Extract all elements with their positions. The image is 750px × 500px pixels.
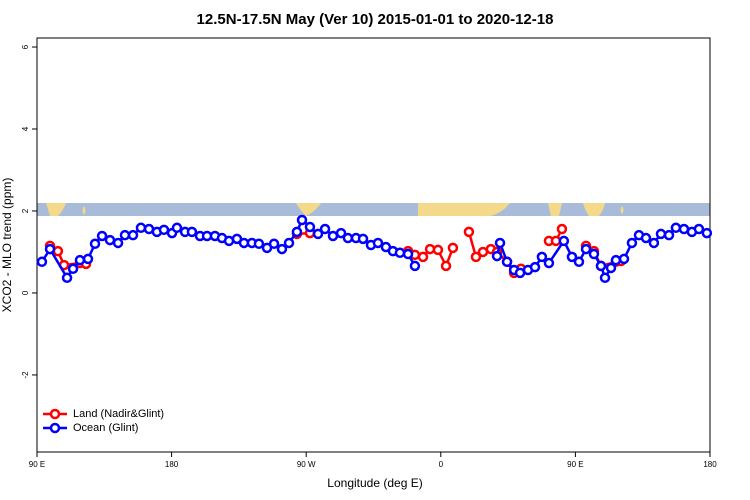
- y-tick-label: 6: [21, 44, 30, 49]
- y-tick-label: -2: [21, 371, 30, 379]
- point: [588, 248, 600, 260]
- legend-label: Land (Nadir&Glint): [73, 408, 164, 420]
- x-tick-label: 90 W: [297, 460, 316, 469]
- point: [693, 223, 705, 235]
- point: [394, 247, 406, 259]
- x-tick-label: 180: [165, 460, 179, 469]
- point: [494, 237, 506, 249]
- map-strip: [37, 203, 710, 216]
- x-tick-label: 90 E: [567, 460, 583, 469]
- point: [610, 254, 622, 266]
- x-tick-label: 180: [703, 460, 717, 469]
- plot-frame: [36, 37, 711, 453]
- point: [253, 238, 265, 250]
- point: [291, 226, 303, 238]
- point: [135, 222, 147, 234]
- point: [626, 237, 638, 249]
- point: [573, 256, 585, 268]
- point: [276, 243, 288, 255]
- point: [127, 229, 139, 241]
- legend-label: Ocean (Glint): [73, 422, 138, 434]
- point: [536, 251, 548, 263]
- point: [432, 244, 444, 256]
- point: [470, 251, 482, 263]
- point: [119, 229, 131, 241]
- point: [491, 250, 503, 262]
- point: [67, 263, 79, 275]
- point: [595, 260, 607, 272]
- point: [580, 243, 592, 255]
- point: [342, 232, 354, 244]
- point: [556, 223, 568, 235]
- point: [618, 253, 630, 265]
- point: [543, 257, 555, 269]
- point: [655, 228, 667, 240]
- point: [296, 214, 308, 226]
- point: [319, 223, 331, 235]
- point: [74, 254, 86, 266]
- y-axis-label: XCO2 - MLO trend (ppm): [0, 178, 14, 313]
- point: [640, 232, 652, 244]
- point: [96, 230, 108, 242]
- point: [357, 233, 369, 245]
- y-tick-label: 0: [21, 290, 30, 295]
- point: [104, 234, 116, 246]
- x-tick-label: 0: [439, 460, 444, 469]
- point: [312, 228, 324, 240]
- point: [158, 224, 170, 236]
- y-tick-label: 2: [21, 208, 30, 213]
- point: [663, 229, 675, 241]
- point: [558, 235, 570, 247]
- legend-marker: [49, 422, 61, 434]
- point: [566, 251, 578, 263]
- x-tick-label: 90 E: [29, 460, 45, 469]
- point: [417, 251, 429, 263]
- point: [335, 227, 347, 239]
- point: [112, 237, 124, 249]
- point: [447, 242, 459, 254]
- chart-title: 12.5N-17.5N May (Ver 10) 2015-01-01 to 2…: [197, 11, 554, 28]
- point: [61, 272, 73, 284]
- x-axis-label: Longitude (deg E): [327, 476, 422, 490]
- point: [327, 230, 339, 242]
- point: [501, 256, 513, 268]
- point: [82, 253, 94, 265]
- point: [186, 226, 198, 238]
- point: [605, 262, 617, 274]
- point: [283, 237, 295, 249]
- legend-marker: [49, 408, 61, 420]
- point: [599, 272, 611, 284]
- point: [670, 222, 682, 234]
- point: [701, 227, 713, 239]
- point: [304, 221, 316, 233]
- point: [171, 222, 183, 234]
- point: [372, 237, 384, 249]
- point: [402, 248, 414, 260]
- point: [529, 261, 541, 273]
- point: [409, 260, 421, 272]
- point: [648, 237, 660, 249]
- point: [463, 226, 475, 238]
- point: [89, 238, 101, 250]
- point: [268, 238, 280, 250]
- point: [44, 243, 56, 255]
- point: [36, 256, 48, 268]
- point: [440, 260, 452, 272]
- y-tick-label: 4: [21, 126, 30, 131]
